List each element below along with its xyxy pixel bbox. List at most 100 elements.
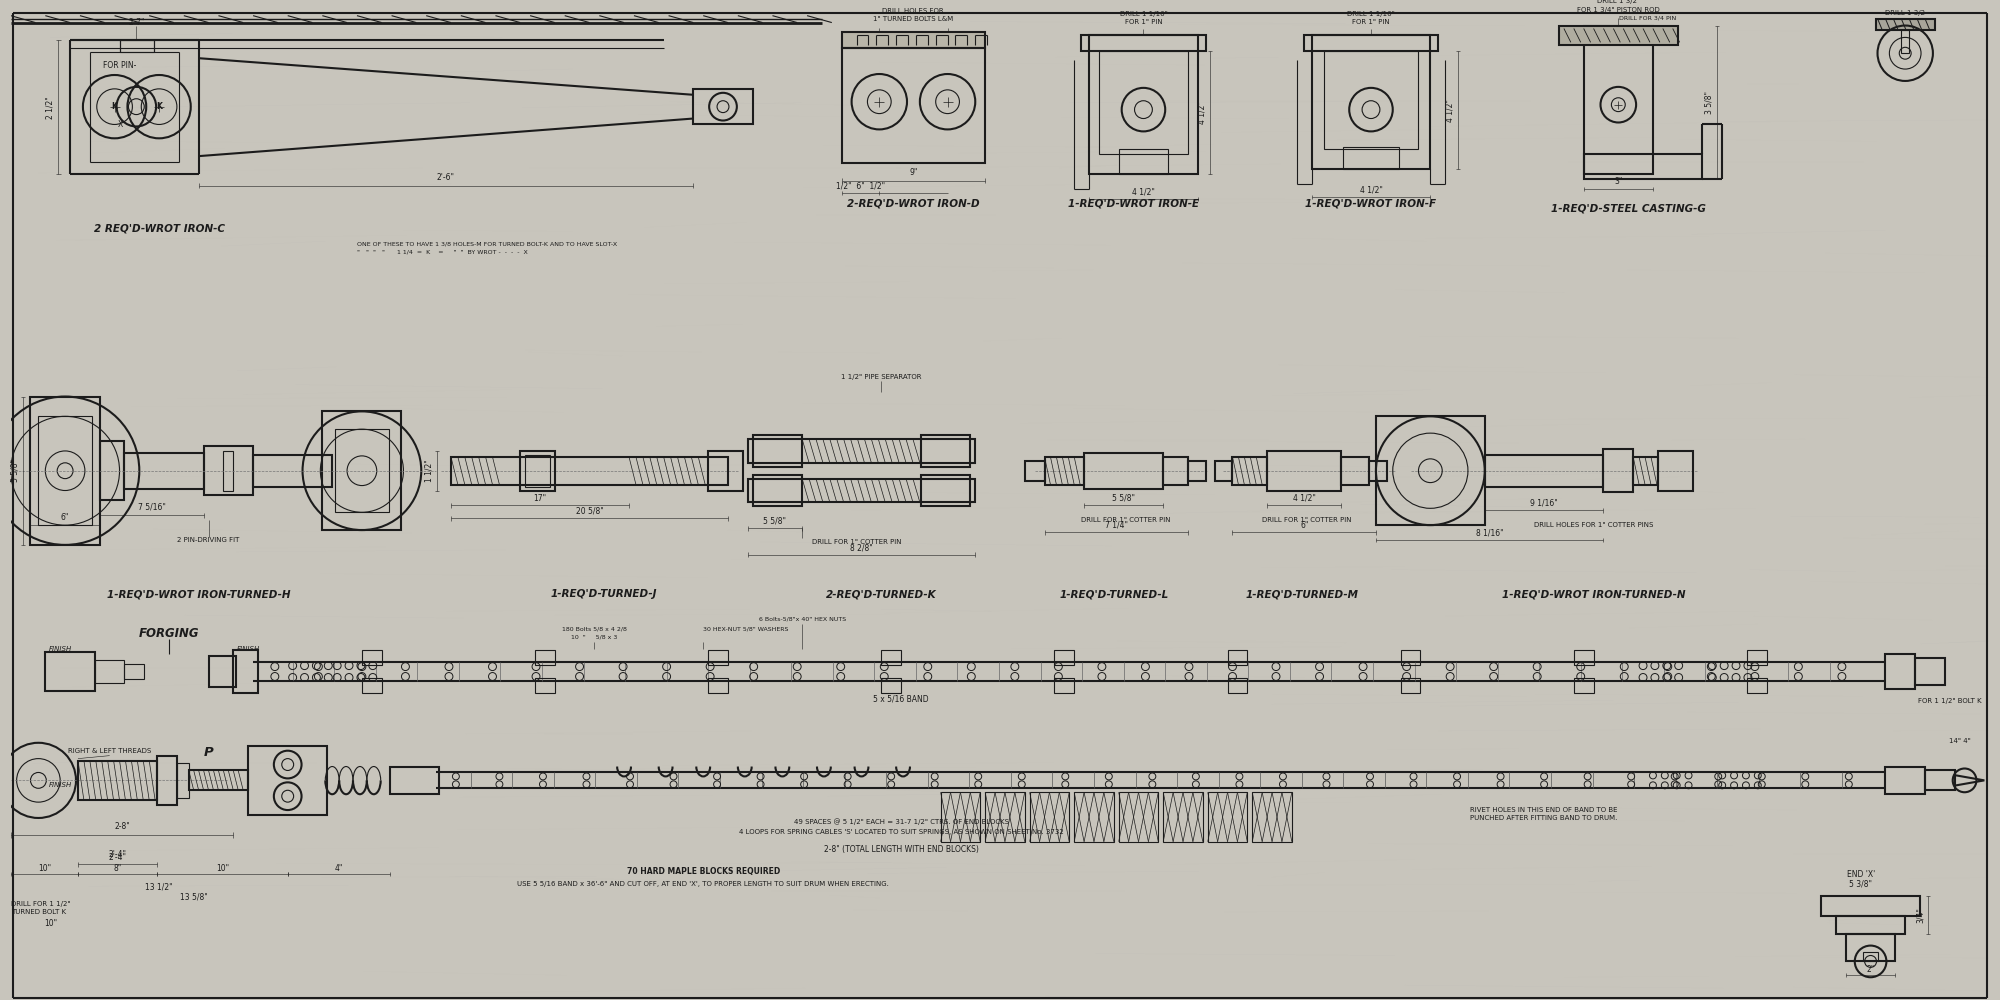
Text: END 'X': END 'X' xyxy=(1846,870,1874,879)
Bar xyxy=(1090,35,1198,174)
Bar xyxy=(1304,35,1438,51)
Bar xyxy=(1886,767,1924,794)
Bar xyxy=(1208,792,1248,842)
Bar xyxy=(1886,654,1916,689)
Text: P: P xyxy=(204,746,214,759)
Bar xyxy=(920,475,970,506)
Text: FINISH: FINISH xyxy=(48,782,72,788)
Bar xyxy=(78,761,158,800)
Bar xyxy=(204,446,254,495)
Bar xyxy=(882,650,902,665)
Bar xyxy=(1484,455,1604,487)
Text: 1-REQ'D-WROT IRON-TURNED-H: 1-REQ'D-WROT IRON-TURNED-H xyxy=(106,589,290,599)
Bar xyxy=(1862,952,1878,961)
Bar xyxy=(94,660,124,683)
Text: 5 5/8": 5 5/8" xyxy=(10,459,20,482)
Bar xyxy=(708,650,728,665)
Text: 2 1/2": 2 1/2" xyxy=(46,96,54,119)
Text: 6": 6" xyxy=(60,513,70,522)
Text: 8": 8" xyxy=(114,864,122,873)
Bar xyxy=(1376,416,1484,525)
Bar xyxy=(1634,457,1658,485)
Bar xyxy=(234,650,258,693)
Text: K: K xyxy=(156,102,162,111)
Text: FINISH: FINISH xyxy=(236,646,260,652)
Text: DRILL FOR 1" COTTER PIN: DRILL FOR 1" COTTER PIN xyxy=(1262,517,1352,523)
Bar xyxy=(1822,896,1920,916)
Text: 2-8" (TOTAL LENGTH WITH END BLOCKS): 2-8" (TOTAL LENGTH WITH END BLOCKS) xyxy=(824,845,978,854)
Bar xyxy=(1924,770,1954,790)
Text: 20 5/8": 20 5/8" xyxy=(576,507,604,516)
Bar xyxy=(1846,934,1896,961)
Bar xyxy=(1370,461,1386,481)
Bar xyxy=(188,770,248,790)
Text: FOR 1 3/4" PISTON ROD: FOR 1 3/4" PISTON ROD xyxy=(1576,7,1660,13)
Bar xyxy=(842,32,986,48)
Text: DRILL FOR 1" COTTER PIN: DRILL FOR 1" COTTER PIN xyxy=(812,539,902,545)
Bar xyxy=(1574,678,1594,693)
Text: FINISH: FINISH xyxy=(48,646,72,652)
Text: 2-REQ'D-TURNED-K: 2-REQ'D-TURNED-K xyxy=(826,589,936,599)
Text: 2-8": 2-8" xyxy=(114,822,130,831)
Bar xyxy=(1082,35,1206,51)
Bar xyxy=(1558,26,1678,45)
Bar xyxy=(1604,449,1634,492)
Text: 6": 6" xyxy=(1300,521,1308,530)
Text: PUNCHED AFTER FITTING BAND TO DRUM.: PUNCHED AFTER FITTING BAND TO DRUM. xyxy=(1470,815,1618,821)
Bar xyxy=(1054,650,1074,665)
Text: RIVET HOLES IN THIS END OF BAND TO BE: RIVET HOLES IN THIS END OF BAND TO BE xyxy=(1470,807,1618,813)
Text: 4 1/2": 4 1/2" xyxy=(1446,99,1454,122)
Text: 10": 10" xyxy=(44,919,56,928)
Text: FOR 1 1/2" BOLT K: FOR 1 1/2" BOLT K xyxy=(1918,698,1982,704)
Text: 13 5/8": 13 5/8" xyxy=(180,893,208,902)
Bar xyxy=(1342,457,1370,485)
Text: 2-REQ'D-WROT IRON-D: 2-REQ'D-WROT IRON-D xyxy=(846,199,980,209)
Text: 2 7": 2 7" xyxy=(128,18,144,27)
Bar xyxy=(224,451,234,491)
Text: 7 1/4": 7 1/4" xyxy=(1104,521,1128,530)
Bar xyxy=(100,441,124,500)
Text: 5 3/8": 5 3/8" xyxy=(1850,880,1872,889)
Text: DRILL FOR 3/4 PIN: DRILL FOR 3/4 PIN xyxy=(1620,15,1676,20)
Bar xyxy=(1252,792,1292,842)
Bar xyxy=(1268,451,1342,491)
Bar xyxy=(362,678,382,693)
Bar xyxy=(752,475,802,506)
Text: FOR PIN-: FOR PIN- xyxy=(102,61,136,70)
Bar xyxy=(450,457,728,485)
Bar xyxy=(208,656,236,687)
Text: 1-REQ'D-TURNED-L: 1-REQ'D-TURNED-L xyxy=(1060,589,1168,599)
Bar xyxy=(520,451,554,491)
Text: 1 1/2" PIPE SEPARATOR: 1 1/2" PIPE SEPARATOR xyxy=(842,374,922,380)
Bar xyxy=(1074,792,1114,842)
Text: 8 2/8": 8 2/8" xyxy=(850,543,872,552)
Text: 1-REQ'D-STEEL CASTING-G: 1-REQ'D-STEEL CASTING-G xyxy=(1550,204,1706,214)
Text: DRILL FOR 1" COTTER PIN: DRILL FOR 1" COTTER PIN xyxy=(1080,517,1170,523)
Bar xyxy=(1746,650,1766,665)
Bar xyxy=(1054,678,1074,693)
Text: DRILL 1 3/2": DRILL 1 3/2" xyxy=(1596,0,1640,4)
Bar xyxy=(1164,457,1188,485)
Bar xyxy=(1400,650,1420,665)
Bar xyxy=(1836,916,1906,934)
Text: 4 1/2": 4 1/2" xyxy=(1132,187,1154,196)
Bar xyxy=(708,678,728,693)
Bar xyxy=(46,652,94,691)
Bar xyxy=(940,792,980,842)
Bar xyxy=(1228,650,1248,665)
Text: 1-REQ'D-WROT IRON-F: 1-REQ'D-WROT IRON-F xyxy=(1306,199,1436,209)
Bar xyxy=(748,479,976,502)
Text: 13 1/2": 13 1/2" xyxy=(146,883,172,892)
Bar xyxy=(1188,461,1206,481)
Text: RIGHT & LEFT THREADS: RIGHT & LEFT THREADS xyxy=(68,748,152,754)
Text: 2": 2" xyxy=(1866,965,1874,974)
Text: 30 HEX-NUT 5/8" WASHERS: 30 HEX-NUT 5/8" WASHERS xyxy=(704,627,788,632)
Bar xyxy=(536,650,554,665)
Text: 10": 10" xyxy=(38,864,50,873)
Text: 70 HARD MAPLE BLOCKS REQUIRED: 70 HARD MAPLE BLOCKS REQUIRED xyxy=(626,867,780,876)
Text: 4 1/2": 4 1/2" xyxy=(1360,185,1382,194)
Bar xyxy=(248,746,328,815)
Text: 2'-4": 2'-4" xyxy=(108,850,126,859)
Bar xyxy=(362,650,382,665)
Text: 4 1/2": 4 1/2" xyxy=(1292,494,1316,503)
